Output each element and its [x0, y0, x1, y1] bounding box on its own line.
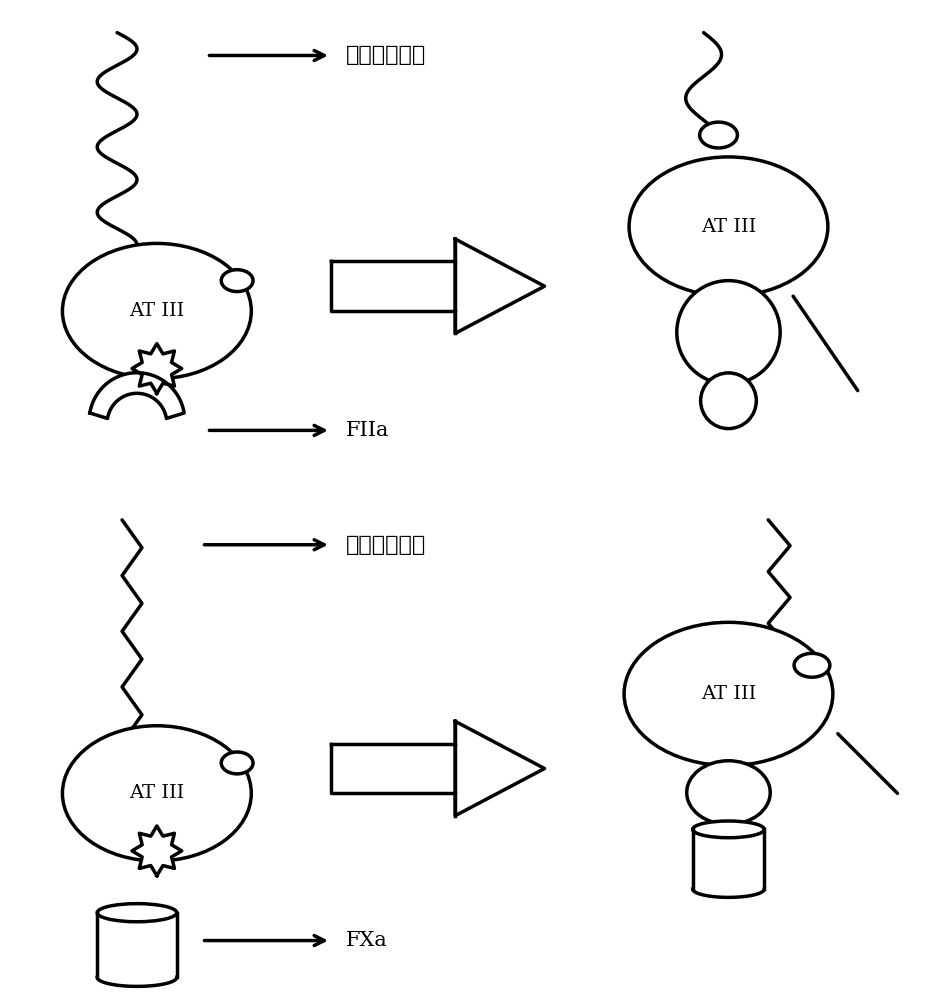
Polygon shape — [132, 826, 182, 876]
Ellipse shape — [794, 653, 830, 677]
Polygon shape — [331, 261, 455, 311]
Text: FIIa: FIIa — [346, 421, 389, 440]
Text: AT III: AT III — [701, 218, 756, 236]
Polygon shape — [455, 239, 544, 333]
Ellipse shape — [62, 726, 252, 861]
Bar — [692, 829, 764, 889]
Text: AT III: AT III — [129, 302, 185, 320]
Ellipse shape — [221, 270, 253, 292]
Ellipse shape — [687, 761, 771, 824]
Bar — [97, 913, 177, 977]
Circle shape — [676, 281, 780, 384]
Polygon shape — [89, 373, 184, 418]
Polygon shape — [331, 744, 455, 793]
Text: FXa: FXa — [346, 931, 387, 950]
Text: 短链肝素分子: 短链肝素分子 — [346, 535, 426, 555]
Text: 长链肝素分子: 长链肝素分子 — [346, 45, 426, 65]
Ellipse shape — [62, 243, 252, 379]
Ellipse shape — [221, 752, 253, 774]
Polygon shape — [455, 721, 544, 816]
Ellipse shape — [97, 904, 177, 922]
Polygon shape — [132, 344, 182, 393]
Text: AT III: AT III — [701, 685, 756, 703]
Ellipse shape — [625, 622, 833, 766]
Ellipse shape — [629, 157, 828, 296]
Ellipse shape — [700, 122, 738, 148]
Ellipse shape — [692, 821, 764, 838]
Circle shape — [701, 373, 756, 429]
Text: AT III: AT III — [129, 784, 185, 802]
